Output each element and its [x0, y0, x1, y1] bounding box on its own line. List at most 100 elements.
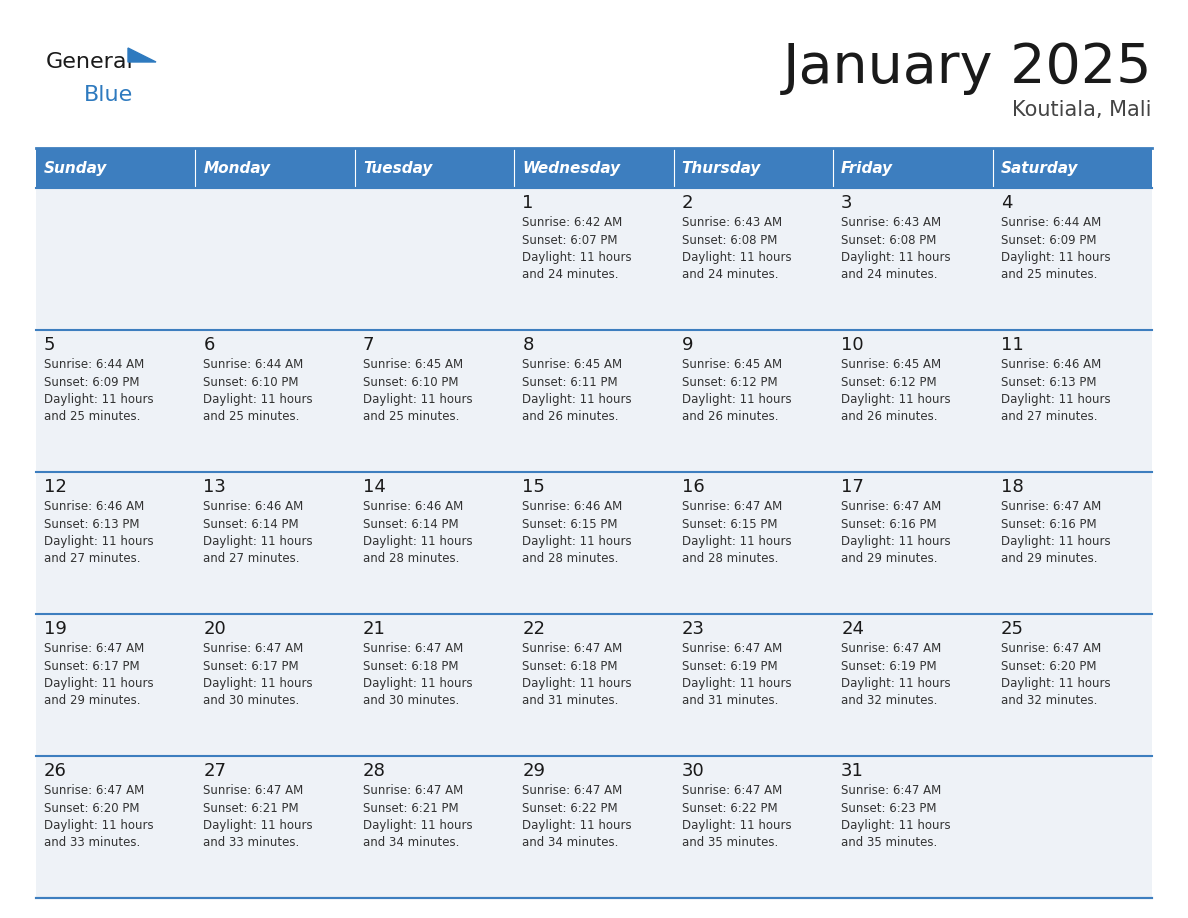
Text: Daylight: 11 hours: Daylight: 11 hours [841, 251, 950, 264]
Bar [355, 756, 514, 898]
Bar [355, 148, 514, 188]
Text: Sunrise: 6:47 AM: Sunrise: 6:47 AM [682, 784, 782, 797]
Text: 15: 15 [523, 478, 545, 496]
Text: and 33 minutes.: and 33 minutes. [203, 836, 299, 849]
Text: Daylight: 11 hours: Daylight: 11 hours [203, 393, 314, 406]
Text: and 35 minutes.: and 35 minutes. [841, 836, 937, 849]
Text: Sunset: 6:15 PM: Sunset: 6:15 PM [523, 518, 618, 531]
Text: 4: 4 [1000, 194, 1012, 212]
Text: and 28 minutes.: and 28 minutes. [523, 553, 619, 565]
Text: Daylight: 11 hours: Daylight: 11 hours [1000, 393, 1111, 406]
Text: Sunrise: 6:44 AM: Sunrise: 6:44 AM [44, 358, 144, 371]
Text: Sunrise: 6:47 AM: Sunrise: 6:47 AM [682, 500, 782, 513]
Text: Daylight: 11 hours: Daylight: 11 hours [523, 535, 632, 548]
Text: Sunset: 6:12 PM: Sunset: 6:12 PM [841, 375, 937, 388]
Text: and 35 minutes.: and 35 minutes. [682, 836, 778, 849]
Text: 2: 2 [682, 194, 694, 212]
Text: Sunrise: 6:45 AM: Sunrise: 6:45 AM [362, 358, 463, 371]
Text: Daylight: 11 hours: Daylight: 11 hours [1000, 677, 1111, 690]
Text: Sunrise: 6:47 AM: Sunrise: 6:47 AM [1000, 642, 1101, 655]
Text: and 29 minutes.: and 29 minutes. [1000, 553, 1097, 565]
Text: Daylight: 11 hours: Daylight: 11 hours [523, 393, 632, 406]
Text: Daylight: 11 hours: Daylight: 11 hours [362, 677, 473, 690]
Bar [196, 330, 355, 472]
Bar [833, 148, 992, 188]
Text: Tuesday: Tuesday [362, 161, 432, 175]
Bar [514, 614, 674, 756]
Bar [36, 330, 196, 472]
Bar [36, 472, 196, 614]
Text: 9: 9 [682, 336, 694, 354]
Text: 6: 6 [203, 336, 215, 354]
Text: 27: 27 [203, 762, 227, 780]
Bar [674, 148, 833, 188]
Text: Sunset: 6:16 PM: Sunset: 6:16 PM [1000, 518, 1097, 531]
Text: Sunrise: 6:47 AM: Sunrise: 6:47 AM [362, 642, 463, 655]
Text: 19: 19 [44, 620, 67, 638]
Text: Sunset: 6:12 PM: Sunset: 6:12 PM [682, 375, 777, 388]
Bar [833, 188, 992, 330]
Text: Sunrise: 6:47 AM: Sunrise: 6:47 AM [841, 784, 941, 797]
Text: Saturday: Saturday [1000, 161, 1078, 175]
Text: Daylight: 11 hours: Daylight: 11 hours [841, 393, 950, 406]
Text: 24: 24 [841, 620, 864, 638]
Text: 28: 28 [362, 762, 386, 780]
Text: Daylight: 11 hours: Daylight: 11 hours [362, 393, 473, 406]
Text: Wednesday: Wednesday [523, 161, 620, 175]
Bar [196, 756, 355, 898]
Bar [992, 188, 1152, 330]
Text: Sunset: 6:11 PM: Sunset: 6:11 PM [523, 375, 618, 388]
Bar [196, 148, 355, 188]
Text: Sunset: 6:23 PM: Sunset: 6:23 PM [841, 801, 936, 814]
Bar [196, 188, 355, 330]
Text: Sunset: 6:21 PM: Sunset: 6:21 PM [203, 801, 299, 814]
Text: Daylight: 11 hours: Daylight: 11 hours [841, 819, 950, 832]
Text: Sunset: 6:14 PM: Sunset: 6:14 PM [362, 518, 459, 531]
Bar [992, 756, 1152, 898]
Text: Daylight: 11 hours: Daylight: 11 hours [523, 819, 632, 832]
Text: Sunset: 6:22 PM: Sunset: 6:22 PM [682, 801, 777, 814]
Text: and 33 minutes.: and 33 minutes. [44, 836, 140, 849]
Bar [833, 472, 992, 614]
Text: Daylight: 11 hours: Daylight: 11 hours [362, 535, 473, 548]
Text: Sunrise: 6:47 AM: Sunrise: 6:47 AM [682, 642, 782, 655]
Text: Sunrise: 6:47 AM: Sunrise: 6:47 AM [841, 642, 941, 655]
Text: Daylight: 11 hours: Daylight: 11 hours [1000, 251, 1111, 264]
Text: and 29 minutes.: and 29 minutes. [44, 695, 140, 708]
Text: and 24 minutes.: and 24 minutes. [523, 268, 619, 282]
Bar [196, 614, 355, 756]
Text: and 25 minutes.: and 25 minutes. [362, 410, 460, 423]
Text: Daylight: 11 hours: Daylight: 11 hours [841, 677, 950, 690]
Bar [355, 614, 514, 756]
Text: Sunset: 6:08 PM: Sunset: 6:08 PM [841, 233, 936, 247]
Text: Daylight: 11 hours: Daylight: 11 hours [682, 251, 791, 264]
Bar [36, 614, 196, 756]
Text: Sunrise: 6:43 AM: Sunrise: 6:43 AM [682, 216, 782, 229]
Text: 30: 30 [682, 762, 704, 780]
Text: Daylight: 11 hours: Daylight: 11 hours [523, 677, 632, 690]
Bar [36, 188, 196, 330]
Text: Daylight: 11 hours: Daylight: 11 hours [203, 819, 314, 832]
Text: Sunset: 6:09 PM: Sunset: 6:09 PM [44, 375, 139, 388]
Text: 13: 13 [203, 478, 226, 496]
Text: Blue: Blue [84, 85, 133, 105]
Text: Sunset: 6:18 PM: Sunset: 6:18 PM [523, 659, 618, 673]
Text: and 32 minutes.: and 32 minutes. [1000, 695, 1097, 708]
Text: Sunset: 6:10 PM: Sunset: 6:10 PM [362, 375, 459, 388]
Text: Sunrise: 6:45 AM: Sunrise: 6:45 AM [682, 358, 782, 371]
Bar [674, 472, 833, 614]
Text: Daylight: 11 hours: Daylight: 11 hours [44, 535, 153, 548]
Bar [514, 756, 674, 898]
Text: and 28 minutes.: and 28 minutes. [362, 553, 460, 565]
Text: Sunrise: 6:47 AM: Sunrise: 6:47 AM [362, 784, 463, 797]
Text: 20: 20 [203, 620, 226, 638]
Text: Sunrise: 6:47 AM: Sunrise: 6:47 AM [523, 784, 623, 797]
Text: and 34 minutes.: and 34 minutes. [362, 836, 460, 849]
Text: Sunrise: 6:45 AM: Sunrise: 6:45 AM [523, 358, 623, 371]
Bar [992, 330, 1152, 472]
Text: Friday: Friday [841, 161, 893, 175]
Text: Daylight: 11 hours: Daylight: 11 hours [1000, 535, 1111, 548]
Text: Sunset: 6:22 PM: Sunset: 6:22 PM [523, 801, 618, 814]
Text: Sunrise: 6:46 AM: Sunrise: 6:46 AM [44, 500, 144, 513]
Text: and 26 minutes.: and 26 minutes. [841, 410, 937, 423]
